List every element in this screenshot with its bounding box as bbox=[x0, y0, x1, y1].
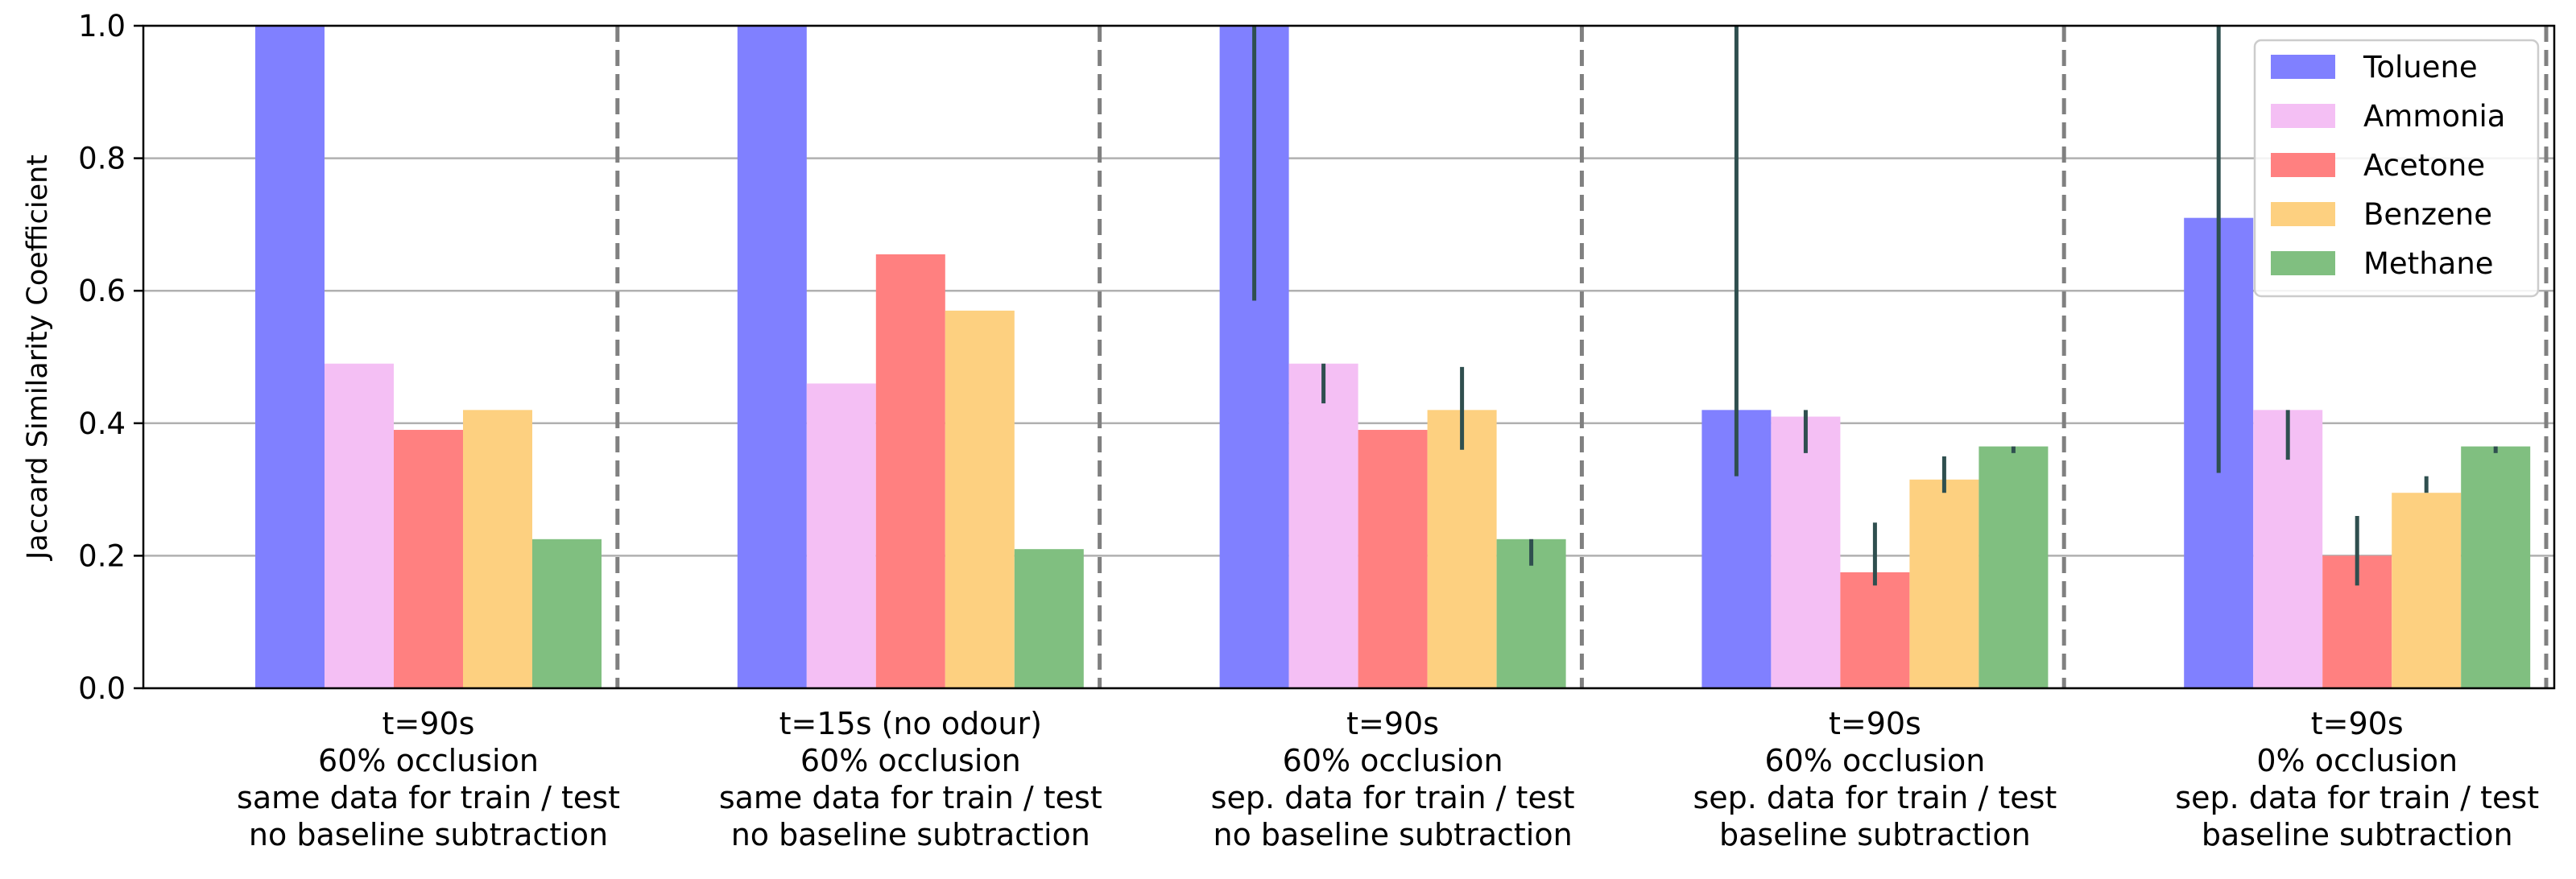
bar-acetone bbox=[1840, 572, 1910, 688]
x-category-label-line: sep. data for train / test bbox=[1693, 780, 2057, 815]
bar-toluene bbox=[737, 26, 807, 688]
y-tick-label: 0.8 bbox=[78, 142, 126, 176]
bar-acetone bbox=[394, 430, 463, 688]
plot-frame bbox=[142, 24, 2556, 690]
legend-swatch-methane bbox=[2271, 251, 2335, 275]
bar-methane bbox=[1014, 549, 1084, 688]
x-category-label-line: same data for train / test bbox=[719, 780, 1102, 815]
bar-benzene bbox=[1909, 479, 1979, 688]
legend-swatch-ammonia bbox=[2271, 104, 2335, 128]
x-category-label-line: baseline subtraction bbox=[1719, 817, 2031, 852]
y-tick-label: 0.0 bbox=[78, 671, 126, 706]
bar-acetone bbox=[875, 254, 945, 688]
bar-benzene bbox=[945, 310, 1015, 688]
bars bbox=[255, 26, 2531, 688]
x-category-label-line: 0% occlusion bbox=[2256, 743, 2458, 778]
x-category-label-line: sep. data for train / test bbox=[2175, 780, 2539, 815]
y-tick-label: 0.4 bbox=[78, 406, 126, 441]
x-category-label-line: 60% occlusion bbox=[800, 743, 1021, 778]
bar-acetone bbox=[1358, 430, 1428, 688]
x-category-label-line: baseline subtraction bbox=[2202, 817, 2513, 852]
bar-benzene bbox=[1427, 410, 1497, 688]
x-category-label-line: 60% occlusion bbox=[1764, 743, 1985, 778]
axes bbox=[142, 24, 2556, 690]
bar-methane bbox=[532, 539, 602, 688]
x-category-label-line: t=90s bbox=[382, 706, 475, 741]
x-category-label-line: sep. data for train / test bbox=[1211, 780, 1575, 815]
x-category-label-line: t=90s bbox=[1346, 706, 1439, 741]
legend-label-acetone: Acetone bbox=[2363, 148, 2485, 183]
bar-benzene bbox=[463, 410, 532, 688]
y-tick-label: 1.0 bbox=[78, 9, 126, 43]
x-category-label-line: no baseline subtraction bbox=[1214, 817, 1573, 852]
legend-swatch-acetone bbox=[2271, 153, 2335, 177]
error-bars bbox=[1252, 26, 2498, 586]
x-category-label-line: same data for train / test bbox=[237, 780, 620, 815]
legend-swatch-toluene bbox=[2271, 55, 2335, 79]
x-category-label-line: no baseline subtraction bbox=[731, 817, 1090, 852]
bar-benzene bbox=[2392, 493, 2462, 688]
group-separators bbox=[615, 26, 2549, 688]
legend-label-benzene: Benzene bbox=[2363, 197, 2492, 232]
legend-swatch-benzene bbox=[2271, 202, 2335, 226]
bar-ammonia bbox=[1771, 416, 1841, 688]
bar-ammonia bbox=[806, 383, 876, 688]
bar-ammonia bbox=[1288, 363, 1358, 688]
bar-ammonia bbox=[325, 363, 394, 688]
x-category-label-line: t=90s bbox=[1829, 706, 1921, 741]
y-tick-label: 0.6 bbox=[78, 274, 126, 308]
bar-toluene bbox=[255, 26, 325, 688]
y-tick-label: 0.2 bbox=[78, 539, 126, 573]
x-category-label-line: no baseline subtraction bbox=[249, 817, 608, 852]
y-axis-title: Jaccard Similarity Coefficient bbox=[22, 155, 54, 561]
x-category-label-line: 60% occlusion bbox=[1283, 743, 1503, 778]
x-category-label-line: t=90s bbox=[2311, 706, 2404, 741]
legend-label-ammonia: Ammonia bbox=[2363, 99, 2505, 134]
x-category-label-line: 60% occlusion bbox=[318, 743, 539, 778]
legend: Toluene Ammonia Acetone Benzene Methane bbox=[2253, 39, 2540, 298]
x-category-label-line: t=15s (no odour) bbox=[779, 706, 1042, 741]
y-ticks: 0.0 0.2 0.4 0.6 0.8 1.0 bbox=[78, 9, 143, 706]
legend-label-methane: Methane bbox=[2363, 246, 2494, 281]
legend-label-toluene: Toluene bbox=[2363, 50, 2478, 85]
bar-methane bbox=[2461, 446, 2531, 688]
bar-methane bbox=[1979, 446, 2049, 688]
